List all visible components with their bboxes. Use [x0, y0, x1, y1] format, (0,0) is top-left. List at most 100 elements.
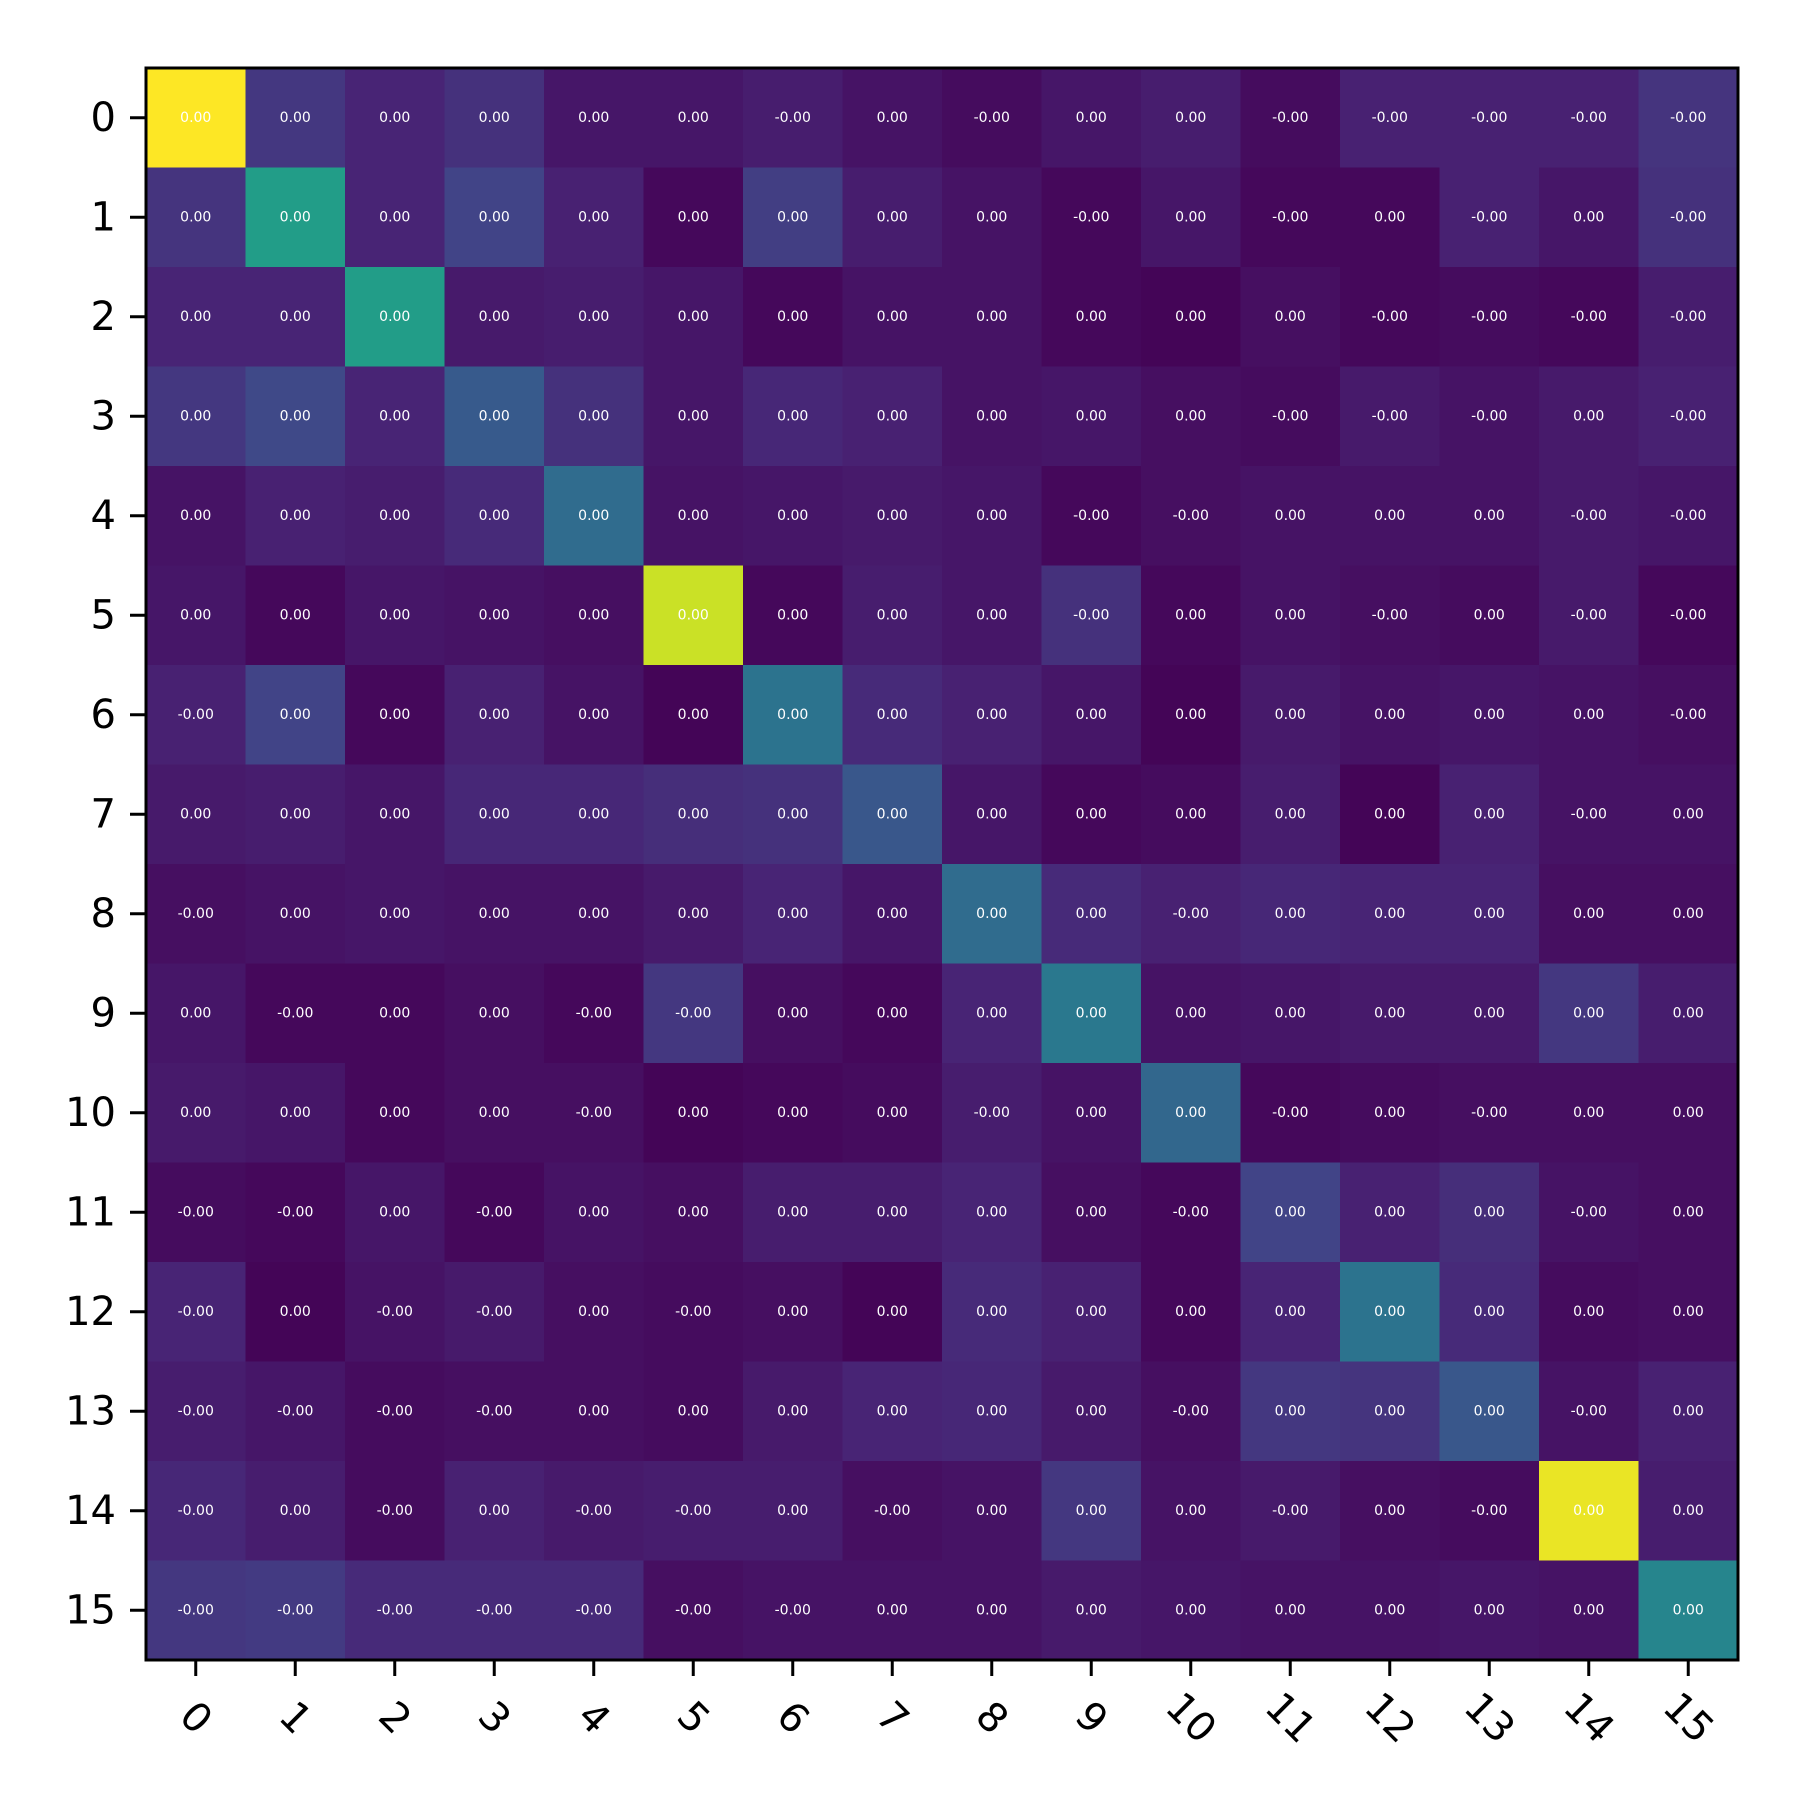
cell-value-label: 0.00	[777, 1204, 808, 1220]
heatmap-cell-r8-c1	[245, 864, 346, 965]
cell-value-label: 0.00	[1474, 906, 1505, 922]
y-tick-label: 0	[91, 95, 116, 141]
heatmap-cell-r10-c11	[1240, 1063, 1341, 1164]
heatmap-cell-r3-c3	[444, 366, 545, 467]
cell-value-label: 0.00	[777, 607, 808, 623]
y-tick-label: 14	[65, 1488, 116, 1534]
cell-value-label: -0.00	[277, 1403, 313, 1419]
heatmap-cell-r12-c1	[245, 1262, 346, 1363]
cell-value-label: 0.00	[777, 508, 808, 524]
cell-value-label: 0.00	[280, 1503, 311, 1519]
heatmap-cell-r13-c11	[1240, 1361, 1341, 1462]
heatmap-cell-r10-c1	[245, 1063, 346, 1164]
heatmap-cell-r12-c10	[1141, 1262, 1242, 1363]
heatmap-cell-r6-c14	[1539, 665, 1640, 766]
cell-value-label: -0.00	[1272, 110, 1308, 126]
heatmap-cell-r2-c1	[245, 267, 346, 368]
cell-value-label: 0.00	[976, 1005, 1007, 1021]
cell-value-label: 0.00	[1275, 1602, 1306, 1618]
cell-value-label: 0.00	[379, 906, 410, 922]
cell-value-label: 0.00	[1374, 1403, 1405, 1419]
heatmap-cell-r1-c6	[743, 167, 844, 268]
cell-value-label: 0.00	[1275, 707, 1306, 723]
heatmap-cell-r13-c0	[146, 1361, 247, 1462]
heatmap-cell-r1-c11	[1240, 167, 1341, 268]
cell-value-label: 0.00	[578, 906, 609, 922]
heatmap-cell-r13-c1	[245, 1361, 346, 1462]
cell-value-label: -0.00	[775, 110, 811, 126]
heatmap-cell-r1-c4	[544, 167, 645, 268]
cell-value-label: -0.00	[1173, 508, 1209, 524]
cell-value-label: 0.00	[678, 110, 709, 126]
cell-value-label: 0.00	[777, 1105, 808, 1121]
cell-value-label: 0.00	[1374, 1105, 1405, 1121]
cell-value-label: -0.00	[1471, 408, 1507, 424]
heatmap-cell-r12-c5	[643, 1262, 744, 1363]
heatmap-cell-r11-c5	[643, 1162, 744, 1263]
heatmap-cell-r15-c4	[544, 1560, 645, 1661]
heatmap-cell-r13-c10	[1141, 1361, 1242, 1462]
heatmap-cell-r9-c8	[942, 963, 1043, 1064]
cell-value-label: 0.00	[1673, 906, 1704, 922]
heatmap-cell-r11-c14	[1539, 1162, 1640, 1263]
heatmap-cell-r3-c6	[743, 366, 844, 467]
heatmap-cell-r9-c10	[1141, 963, 1242, 1064]
cell-value-label: 0.00	[1076, 110, 1107, 126]
cell-value-label: 0.00	[379, 806, 410, 822]
heatmap-cell-r14-c8	[942, 1461, 1043, 1562]
heatmap-cell-r0-c12	[1340, 68, 1441, 169]
cell-value-label: -0.00	[1372, 607, 1408, 623]
x-tick-label: 2	[369, 1693, 420, 1744]
heatmap-cell-r13-c4	[544, 1361, 645, 1462]
heatmap-cell-r12-c7	[842, 1262, 943, 1363]
heatmap-cell-r10-c4	[544, 1063, 645, 1164]
heatmap-cell-r0-c10	[1141, 68, 1242, 169]
cell-value-label: 0.00	[1175, 1105, 1206, 1121]
cell-value-label: 0.00	[1573, 906, 1604, 922]
cell-value-label: -0.00	[1471, 209, 1507, 225]
cell-value-label: 0.00	[1374, 1304, 1405, 1320]
cell-value-label: 0.00	[976, 1304, 1007, 1320]
heatmap-cell-r11-c9	[1041, 1162, 1142, 1263]
heatmap-cell-r6-c11	[1240, 665, 1341, 766]
cell-value-label: -0.00	[576, 1105, 612, 1121]
x-tick-label: 10	[1156, 1684, 1225, 1753]
heatmap-cell-r8-c2	[345, 864, 446, 965]
cell-value-label: -0.00	[1073, 508, 1109, 524]
cell-value-label: 0.00	[280, 1105, 311, 1121]
cell-value-label: -0.00	[1173, 1403, 1209, 1419]
y-tick-label: 2	[91, 294, 116, 340]
cell-value-label: 0.00	[479, 309, 510, 325]
heatmap-cell-r0-c0	[146, 68, 247, 169]
cell-value-label: -0.00	[1073, 607, 1109, 623]
heatmap-cell-r9-c12	[1340, 963, 1441, 1064]
cell-value-label: 0.00	[479, 1105, 510, 1121]
cell-value-label: 0.00	[280, 607, 311, 623]
cell-value-label: 0.00	[1673, 1602, 1704, 1618]
heatmap-cell-r15-c3	[444, 1560, 545, 1661]
heatmap-cell-r6-c2	[345, 665, 446, 766]
heatmap-cell-r14-c9	[1041, 1461, 1142, 1562]
cell-value-label: 0.00	[678, 309, 709, 325]
cell-value-label: 0.00	[877, 1403, 908, 1419]
x-tick-label: 8	[966, 1693, 1017, 1744]
heatmap-cell-r12-c4	[544, 1262, 645, 1363]
cell-value-label: -0.00	[178, 1304, 214, 1320]
cell-value-label: 0.00	[678, 1105, 709, 1121]
heatmap-cell-r14-c14	[1539, 1461, 1640, 1562]
cell-value-label: -0.00	[576, 1503, 612, 1519]
cell-value-label: 0.00	[479, 906, 510, 922]
heatmap-cell-r6-c5	[643, 665, 744, 766]
heatmap-cell-r7-c2	[345, 764, 446, 865]
heatmap-cell-r9-c9	[1041, 963, 1142, 1064]
cell-value-label: 0.00	[379, 707, 410, 723]
cell-value-label: 0.00	[379, 110, 410, 126]
heatmap-cell-r4-c3	[444, 466, 545, 567]
cell-value-label: 0.00	[180, 110, 211, 126]
cell-value-label: 0.00	[678, 707, 709, 723]
heatmap-cell-r12-c9	[1041, 1262, 1142, 1363]
heatmap-cell-r5-c1	[245, 565, 346, 666]
heatmap-cell-r4-c1	[245, 466, 346, 567]
cell-value-label: -0.00	[1670, 209, 1706, 225]
